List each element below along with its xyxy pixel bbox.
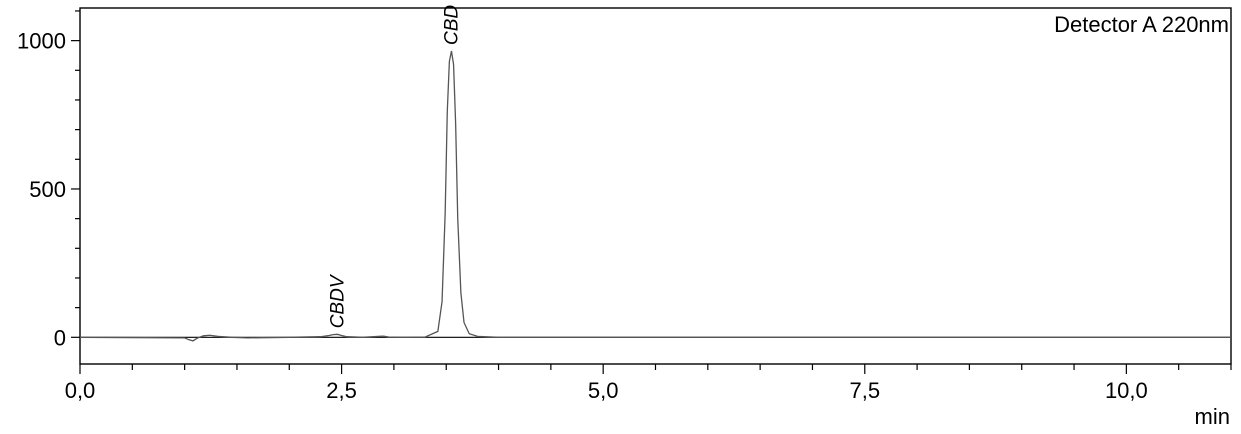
x-axis-ticks: 0,0 2,5 5,0 7,5 10,0 [65,364,1232,403]
peak-label-cbd: CBD [442,5,463,45]
x-tick-label: 5,0 [588,378,619,403]
legend-label: Detector A 220nm [1054,12,1229,37]
x-tick-label: 0,0 [65,378,96,403]
plot-frame [79,7,1232,365]
y-tick-label: 0 [54,325,66,350]
y-tick-label: 1000 [17,29,66,54]
x-tick-label: 10,0 [1105,378,1148,403]
peak-label-cbdv: CBDV [327,273,348,328]
x-tick-label: 7,5 [849,378,880,403]
y-tick-label: 500 [29,177,66,202]
y-axis-ticks: 0 500 1000 [17,10,80,350]
detector-trace [79,50,1231,342]
x-tick-label: 2,5 [326,378,357,403]
peak-labels: CBDV CBD [327,5,462,329]
x-axis-unit: min [1195,404,1230,429]
